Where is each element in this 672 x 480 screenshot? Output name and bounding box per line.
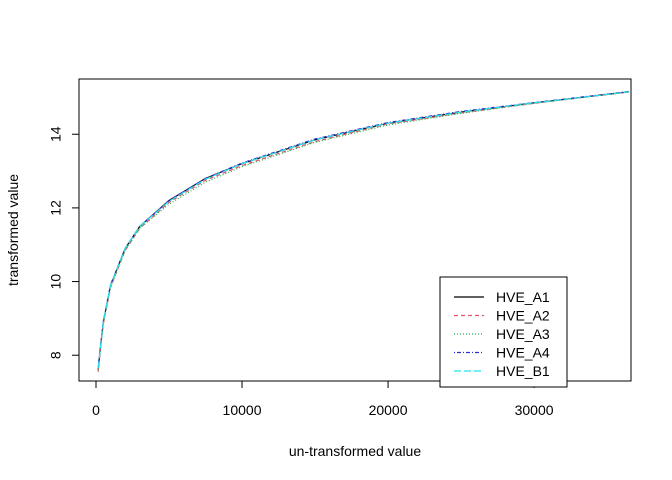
y-axis-title: transformed value [5, 174, 21, 286]
legend-label: HVE_B1 [496, 363, 550, 379]
x-tick-label: 20000 [369, 402, 408, 418]
legend-label: HVE_A1 [496, 289, 550, 305]
legend-box [439, 276, 568, 388]
series-line-hve-b1 [97, 91, 630, 369]
y-tick-label: 8 [48, 351, 64, 359]
y-tick-label: 10 [48, 274, 64, 290]
series-layer [97, 90, 630, 372]
y-tick-label: 14 [48, 126, 64, 142]
x-tick-label: 30000 [515, 402, 554, 418]
legend: HVE_A1 HVE_A2 HVE_A3 HVE_A4 HVE_B1 [439, 276, 568, 388]
x-tick-label: 10000 [223, 402, 262, 418]
legend-label: HVE_A3 [496, 326, 550, 342]
legend-label: HVE_A2 [496, 308, 550, 324]
y-tick-label: 12 [48, 200, 64, 216]
x-tick-label: 0 [92, 402, 100, 418]
legend-label: HVE_A4 [496, 345, 550, 361]
series-line-hve-a3 [97, 91, 630, 371]
y-axis: 8 10 12 14 [48, 126, 79, 359]
x-axis-title: un-transformed value [289, 443, 422, 459]
